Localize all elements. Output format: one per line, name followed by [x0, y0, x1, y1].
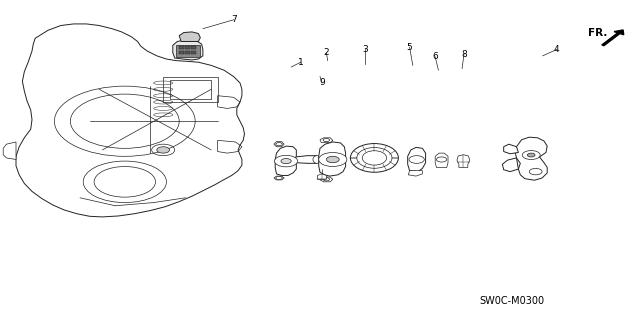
Polygon shape: [185, 51, 190, 54]
Circle shape: [436, 157, 447, 162]
FancyArrow shape: [602, 30, 624, 46]
Polygon shape: [504, 144, 518, 154]
Circle shape: [281, 159, 291, 164]
Circle shape: [323, 178, 330, 181]
Text: 7: 7: [231, 15, 236, 24]
Circle shape: [276, 143, 282, 146]
Polygon shape: [275, 146, 296, 175]
Text: 8: 8: [461, 50, 467, 59]
Polygon shape: [457, 155, 470, 167]
Text: 3: 3: [362, 45, 367, 54]
Text: 1: 1: [298, 58, 303, 67]
Circle shape: [522, 151, 540, 160]
Polygon shape: [179, 32, 200, 41]
Polygon shape: [320, 177, 333, 182]
Text: 6: 6: [433, 52, 438, 61]
Polygon shape: [274, 142, 284, 147]
Polygon shape: [179, 51, 184, 54]
Circle shape: [326, 156, 339, 163]
Circle shape: [529, 168, 542, 175]
Polygon shape: [515, 137, 547, 180]
Circle shape: [157, 147, 170, 153]
Circle shape: [527, 153, 535, 157]
Ellipse shape: [357, 147, 392, 168]
Text: 4: 4: [554, 45, 559, 54]
Polygon shape: [296, 156, 317, 163]
Polygon shape: [317, 174, 326, 179]
Circle shape: [319, 152, 347, 167]
Polygon shape: [408, 147, 426, 172]
Circle shape: [323, 138, 330, 142]
Text: FR.: FR.: [588, 28, 607, 39]
Polygon shape: [176, 45, 200, 57]
Polygon shape: [274, 176, 284, 180]
Polygon shape: [185, 46, 190, 49]
Polygon shape: [191, 51, 196, 54]
Polygon shape: [16, 24, 244, 217]
Text: 2: 2: [324, 48, 329, 57]
Ellipse shape: [362, 151, 387, 165]
Polygon shape: [3, 142, 16, 160]
Text: 9: 9: [319, 78, 324, 87]
Polygon shape: [320, 138, 333, 143]
Circle shape: [276, 176, 282, 180]
Polygon shape: [319, 142, 346, 176]
Circle shape: [409, 156, 424, 163]
Polygon shape: [502, 158, 518, 172]
Polygon shape: [179, 46, 184, 49]
Polygon shape: [191, 46, 196, 49]
Polygon shape: [408, 171, 422, 176]
Text: 5: 5: [407, 43, 412, 52]
Ellipse shape: [351, 144, 399, 172]
Polygon shape: [173, 40, 203, 60]
Text: SW0C-M0300: SW0C-M0300: [479, 296, 545, 307]
Ellipse shape: [313, 156, 321, 163]
Circle shape: [275, 155, 298, 167]
Polygon shape: [435, 153, 448, 167]
